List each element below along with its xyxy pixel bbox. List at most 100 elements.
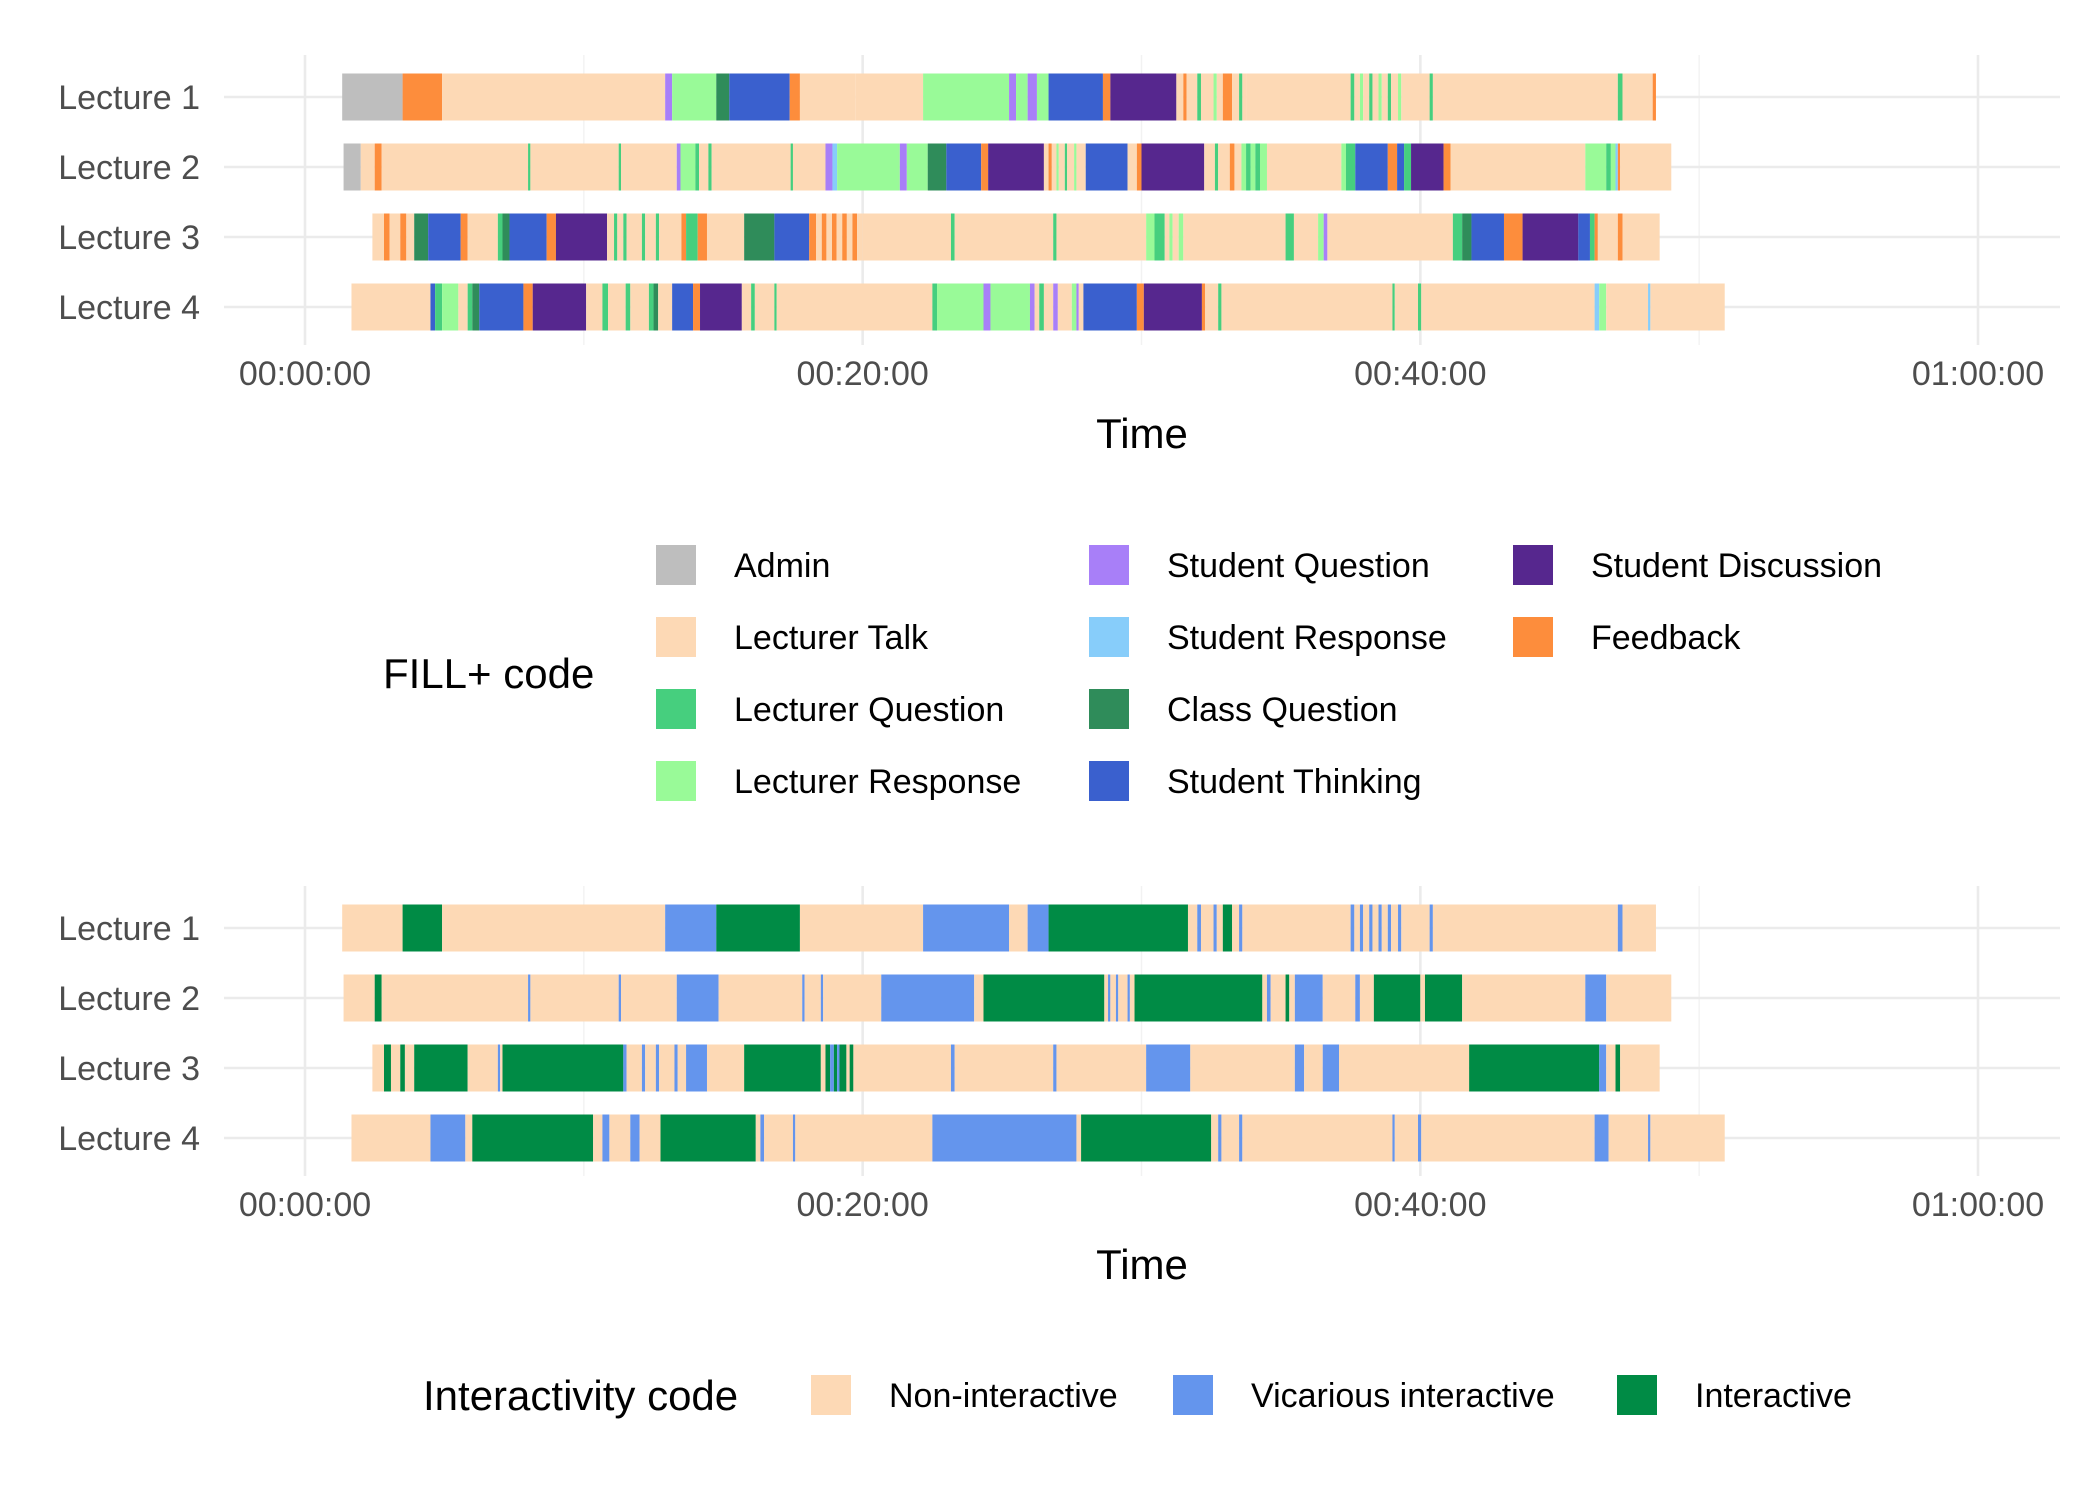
timeline-segment — [351, 1114, 431, 1162]
timeline-segment — [384, 213, 390, 261]
timeline-segment — [833, 1044, 838, 1092]
timeline-segment — [1339, 1044, 1470, 1092]
timeline-segment — [1615, 143, 1618, 191]
timeline-segment — [899, 143, 907, 191]
timeline-segment — [530, 974, 619, 1022]
timeline-segment — [435, 283, 443, 331]
timeline-segment — [1127, 143, 1137, 191]
timeline-segment — [502, 1044, 624, 1092]
timeline-segment — [342, 904, 403, 952]
timeline-segment — [1239, 1114, 1243, 1162]
timeline-segment — [472, 1114, 594, 1162]
timeline-segment — [1503, 213, 1523, 261]
timeline-segment — [374, 974, 382, 1022]
lecture-row — [342, 73, 1656, 121]
timeline-segment — [497, 1044, 501, 1092]
timeline-segment — [1617, 904, 1623, 952]
timeline-segment — [406, 213, 415, 261]
x-tick-label: 00:00:00 — [239, 1186, 371, 1224]
chart-bars — [342, 73, 1725, 331]
timeline-segment — [974, 974, 984, 1022]
timeline-segment — [1127, 974, 1130, 1022]
timeline-segment — [1372, 73, 1379, 121]
timeline-segment — [1232, 73, 1240, 121]
timeline-segment — [1076, 283, 1079, 331]
legend-item: Student Thinking — [1089, 761, 1422, 801]
y-tick-label: Lecture 4 — [58, 1120, 200, 1158]
legend-item: Admin — [656, 545, 830, 585]
legend-label: Student Discussion — [1591, 547, 1882, 585]
timeline-segment — [500, 1044, 503, 1092]
timeline-segment — [1608, 1114, 1649, 1162]
legend-label: Class Question — [1167, 691, 1398, 729]
timeline-segment — [1294, 974, 1323, 1022]
timeline-segment — [1443, 143, 1451, 191]
timeline-segment — [1102, 73, 1111, 121]
timeline-segment — [626, 213, 642, 261]
timeline-segment — [706, 1044, 745, 1092]
timeline-segment — [1355, 143, 1388, 191]
legend-item: Student Discussion — [1513, 545, 1882, 585]
timeline-segment — [695, 143, 700, 191]
timeline-segment — [1322, 974, 1356, 1022]
timeline-segment — [1387, 73, 1392, 121]
timeline-segment — [623, 1044, 627, 1092]
timeline-segment — [641, 213, 646, 261]
timeline-segment — [1186, 73, 1198, 121]
timeline-segment — [1648, 1114, 1651, 1162]
timeline-segment — [645, 213, 656, 261]
timeline-segment — [1345, 143, 1356, 191]
timeline-segment — [1418, 283, 1422, 331]
legend-label: Admin — [734, 547, 830, 585]
timeline-segment — [820, 1044, 826, 1092]
timeline-segment — [1239, 904, 1243, 952]
timeline-segment — [428, 213, 461, 261]
timeline-segment — [855, 73, 924, 121]
timeline-segment — [1615, 1044, 1621, 1092]
timeline-segment — [532, 283, 587, 331]
timeline-segment — [1218, 283, 1222, 331]
timeline-segment — [1204, 143, 1215, 191]
legend-title: FILL+ code — [383, 650, 594, 697]
timeline-segment — [1585, 974, 1607, 1022]
timeline-segment — [1246, 73, 1351, 121]
legend-label: Lecturer Talk — [734, 619, 929, 657]
timeline-segment — [862, 213, 951, 261]
timeline-segment — [946, 143, 982, 191]
timeline-segment — [1136, 283, 1144, 331]
timeline-segment — [1462, 974, 1586, 1022]
timeline-segment — [1213, 73, 1217, 121]
timeline-segment — [1450, 143, 1586, 191]
timeline-segment — [1029, 283, 1035, 331]
timeline-segment — [1118, 974, 1128, 1022]
timeline-segment — [837, 143, 900, 191]
legend-label: Student Thinking — [1167, 763, 1422, 801]
timeline-segment — [1164, 213, 1170, 261]
timeline-segment — [774, 283, 777, 331]
timeline-segment — [1053, 1044, 1057, 1092]
timeline-segment — [658, 283, 673, 331]
timeline-segment — [467, 283, 473, 331]
timeline-segment — [430, 283, 436, 331]
timeline-segment — [1322, 1044, 1340, 1092]
timeline-segment — [1397, 143, 1405, 191]
timeline-segment — [1594, 1114, 1609, 1162]
y-tick-label: Lecture 1 — [58, 79, 200, 117]
timeline-segment — [1071, 283, 1077, 331]
timeline-segment — [1289, 974, 1295, 1022]
timeline-segment — [706, 213, 745, 261]
timeline-segment — [823, 974, 882, 1022]
timeline-segment — [653, 283, 659, 331]
timeline-segment — [1452, 213, 1463, 261]
timeline-segment — [846, 1044, 850, 1092]
timeline-segment — [923, 73, 1010, 121]
timeline-segment — [402, 73, 443, 121]
timeline-segment — [648, 283, 654, 331]
timeline-segment — [1146, 1044, 1191, 1092]
timeline-segment — [1129, 974, 1135, 1022]
timeline-segment — [472, 283, 480, 331]
timeline-segment — [1154, 213, 1165, 261]
timeline-segment — [465, 1114, 473, 1162]
timeline-segment — [1594, 283, 1600, 331]
timeline-segment — [760, 1114, 765, 1162]
